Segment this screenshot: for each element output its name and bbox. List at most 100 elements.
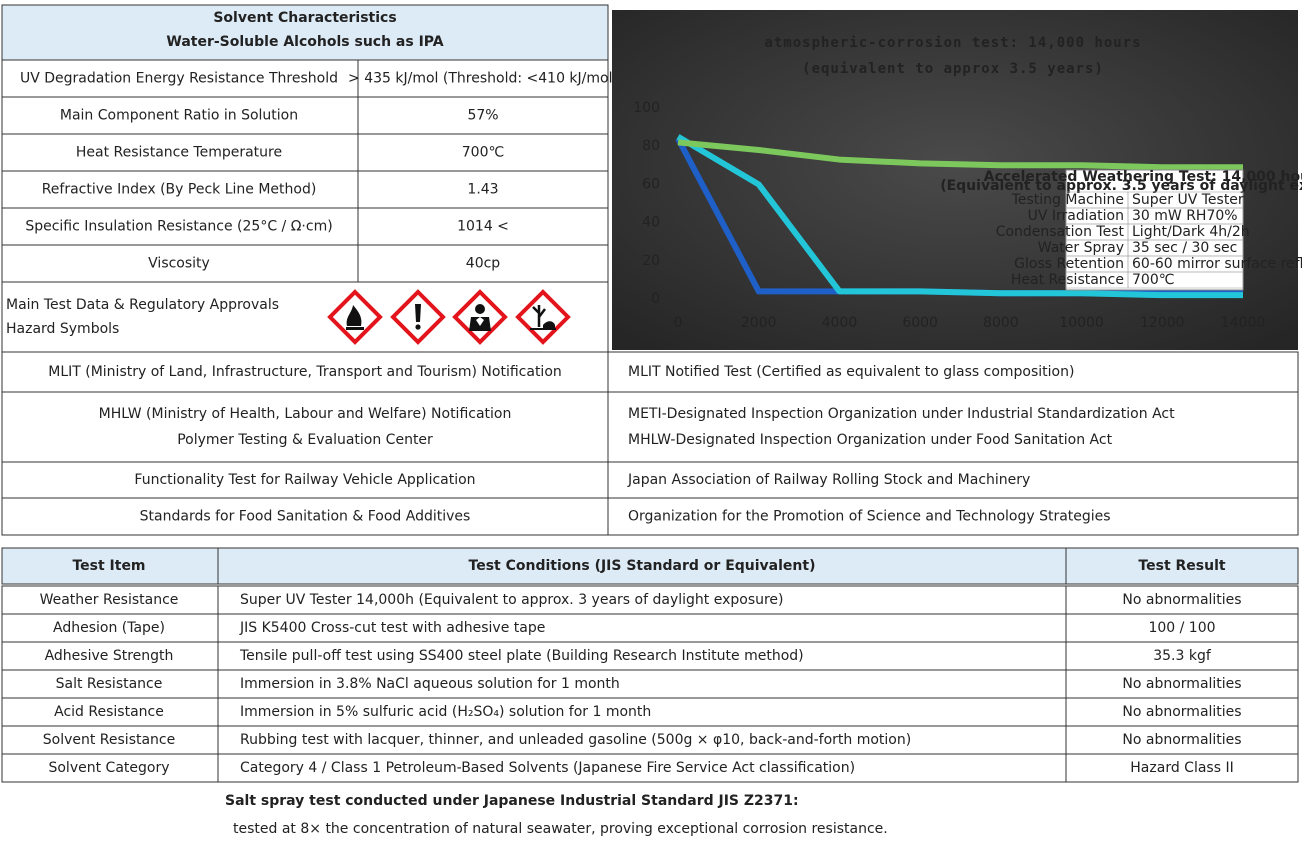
property-label: Heat Resistance Temperature	[76, 145, 282, 161]
test-condition: Rubbing test with lacquer, thinner, and …	[240, 732, 911, 748]
test-result: No abnormalities	[1122, 704, 1241, 720]
property-label: Viscosity	[148, 256, 210, 272]
test-item: Solvent Resistance	[43, 732, 176, 748]
chart-title: (equivalent to approx 3.5 years)	[802, 61, 1104, 77]
inset-label: Gloss Retention	[1014, 256, 1124, 272]
approval-item: Polymer Testing & Evaluation Center	[177, 432, 433, 448]
hazard-label: Hazard Symbols	[6, 321, 119, 337]
approval-item: MHLW (Ministry of Health, Labour and Wel…	[99, 406, 512, 422]
test-item: Acid Resistance	[54, 704, 164, 720]
table-title: Solvent Characteristics	[213, 10, 396, 26]
property-value: 40cp	[466, 256, 501, 272]
inset-value: 60-60 mirror surface reflectance (%)	[1132, 256, 1302, 272]
test-item: Salt Resistance	[56, 676, 163, 692]
test-condition: Super UV Tester 14,000h (Equivalent to a…	[240, 592, 784, 608]
inset-cell	[1127, 271, 1244, 289]
test-result: Hazard Class II	[1130, 760, 1233, 776]
cell	[357, 244, 609, 283]
hazard-symbols	[327, 289, 571, 345]
inset-value: 35 sec / 30 sec	[1132, 240, 1237, 256]
approval-organization: MHLW-Designated Inspection Organization …	[628, 432, 1113, 448]
inset-label: Heat Resistance	[1011, 272, 1124, 288]
approval-organization: MLIT Notified Test (Certified as equival…	[628, 364, 1074, 380]
health-hazard-symbol	[452, 289, 508, 345]
test-item: Solvent Category	[48, 760, 169, 776]
test-result: 35.3 kgf	[1153, 648, 1212, 664]
cell	[1065, 753, 1299, 783]
cell	[1, 391, 609, 463]
footer-heading: Salt spray test conducted under Japanese…	[225, 793, 799, 809]
x-tick-label: 2000	[741, 315, 777, 331]
test-condition: Category 4 / Class 1 Petroleum-Based Sol…	[240, 760, 855, 776]
property-label: Refractive Index (By Peck Line Method)	[42, 182, 317, 198]
test-item: Adhesion (Tape)	[53, 620, 165, 636]
inset-label: UV Irradiation	[1028, 208, 1124, 224]
chart-title: atmospheric-corrosion test: 14,000 hours	[764, 35, 1141, 51]
inset-label: Condensation Test	[996, 224, 1125, 240]
approval-item: MLIT (Ministry of Land, Infrastructure, …	[48, 364, 562, 380]
inset-title: (Equivalent to approx. 3.5 years of dayl…	[940, 178, 1302, 194]
series-line	[677, 139, 1243, 171]
test-result: 100 / 100	[1148, 620, 1215, 636]
exclamation-symbol	[390, 289, 446, 345]
test-item: Weather Resistance	[40, 592, 179, 608]
table-title: Water-Soluble Alcohols such as IPA	[166, 34, 443, 50]
approval-item: Functionality Test for Railway Vehicle A…	[134, 472, 475, 488]
header-cell	[1, 547, 219, 585]
test-condition: Immersion in 3.8% NaCl aqueous solution …	[240, 676, 620, 692]
header-cell	[1, 4, 609, 61]
header-cell	[1065, 547, 1299, 585]
inset-value: 30 mW RH70%	[1132, 208, 1238, 224]
property-label: Specific Insulation Resistance (25°C / Ω…	[25, 219, 332, 235]
property-value: 57%	[467, 108, 498, 124]
property-value: 1.43	[467, 182, 498, 198]
property-value: 700℃	[462, 145, 504, 161]
y-tick-label: 40	[642, 215, 660, 231]
test-result: No abnormalities	[1122, 732, 1241, 748]
x-tick-label: 14000	[1221, 315, 1266, 331]
x-tick-label: 4000	[822, 315, 858, 331]
test-result: No abnormalities	[1122, 676, 1241, 692]
test-condition: Immersion in 5% sulfuric acid (H₂SO₄) so…	[240, 704, 651, 720]
y-tick-label: 60	[642, 176, 660, 192]
property-label: UV Degradation Energy Resistance Thresho…	[20, 71, 338, 87]
approval-organization: Japan Association of Railway Rolling Sto…	[627, 472, 1030, 488]
inset-value: 700℃	[1132, 272, 1174, 288]
test-item: Adhesive Strength	[45, 648, 174, 664]
y-tick-label: 100	[633, 100, 660, 116]
inset-label: Testing Machine	[1011, 192, 1124, 208]
y-tick-label: 80	[642, 138, 660, 154]
series-line	[676, 134, 1243, 299]
x-tick-label: 12000	[1140, 315, 1185, 331]
y-tick-label: 0	[651, 291, 660, 307]
column-header: Test Conditions (JIS Standard or Equival…	[469, 558, 816, 574]
inset-title: Accelerated Weathering Test: 14,000 hour…	[984, 169, 1302, 185]
property-value: > 435 kJ/mol (Threshold: <410 kJ/mol)	[348, 71, 618, 87]
header-cell	[217, 547, 1067, 585]
x-tick-label: 10000	[1059, 315, 1104, 331]
x-tick-label: 0	[674, 315, 683, 331]
environment-symbol	[515, 289, 571, 345]
inset-label: Water Spray	[1038, 240, 1124, 256]
property-value: 1014 <	[457, 219, 509, 235]
test-result: No abnormalities	[1122, 592, 1241, 608]
cell	[607, 391, 1299, 463]
y-tick-label: 20	[642, 253, 660, 269]
hazard-label: Main Test Data & Regulatory Approvals	[6, 297, 279, 313]
test-condition: JIS K5400 Cross-cut test with adhesive t…	[239, 620, 545, 636]
test-condition: Tensile pull-off test using SS400 steel …	[239, 648, 804, 664]
cell	[607, 497, 1299, 536]
flammable-symbol	[327, 289, 383, 345]
column-header: Test Result	[1138, 558, 1225, 574]
footer-note: tested at 8× the concentration of natura…	[233, 821, 888, 837]
property-label: Main Component Ratio in Solution	[60, 108, 298, 124]
inset-value: Super UV Tester	[1132, 192, 1244, 208]
approval-organization: METI-Designated Inspection Organization …	[628, 406, 1175, 422]
column-header: Test Item	[72, 558, 145, 574]
x-tick-label: 6000	[902, 315, 938, 331]
inset-value: Light/Dark 4h/2h	[1132, 224, 1250, 240]
approval-organization: Organization for the Promotion of Scienc…	[628, 509, 1111, 525]
approval-item: Standards for Food Sanitation & Food Add…	[140, 509, 471, 525]
x-tick-label: 8000	[983, 315, 1019, 331]
